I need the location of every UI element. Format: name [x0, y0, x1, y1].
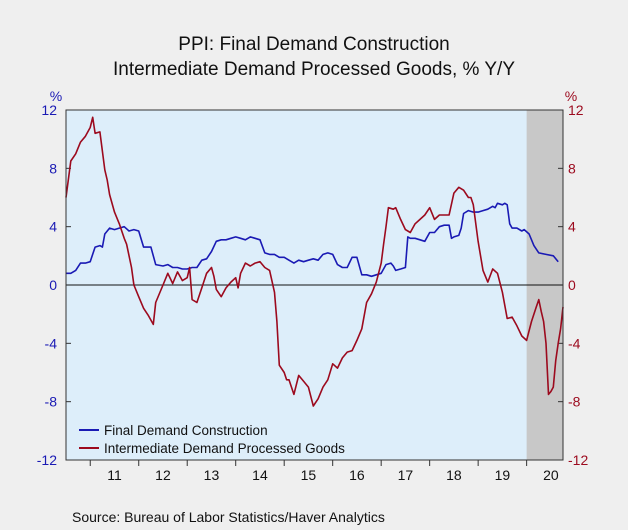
- right-tick-label: -8: [568, 394, 581, 410]
- x-tick-label: 15: [301, 467, 317, 483]
- right-tick-label: -4: [568, 335, 581, 351]
- plot-frame: [65, 109, 564, 461]
- x-tick-label: 16: [349, 467, 365, 483]
- x-tick-label: 19: [495, 467, 511, 483]
- right-tick-label: -12: [568, 452, 588, 468]
- x-tick-label: 18: [446, 467, 462, 483]
- x-tick-label: 17: [398, 467, 414, 483]
- left-tick-label: 4: [49, 219, 57, 235]
- right-tick-label: 12: [568, 102, 584, 118]
- left-tick-label: 0: [49, 277, 57, 293]
- right-tick-label: 0: [568, 277, 576, 293]
- chart-title-line-1: PPI: Final Demand Construction: [178, 34, 449, 55]
- left-tick-label: -12: [37, 452, 57, 468]
- x-tick-label: 14: [252, 467, 268, 483]
- left-tick-label: -4: [45, 335, 58, 351]
- x-tick-label: 13: [204, 467, 220, 483]
- left-tick-label: 8: [49, 160, 57, 176]
- x-tick-label: 11: [107, 467, 122, 483]
- x-tick-label: 20: [543, 467, 559, 483]
- legend-label-intermediate-demand-processed-goods: Intermediate Demand Processed Goods: [104, 441, 345, 456]
- chart-title-line-2: Intermediate Demand Processed Goods, % Y…: [113, 59, 515, 80]
- left-tick-label: -8: [45, 394, 58, 410]
- legend: Final Demand Construction Intermediate D…: [79, 423, 345, 456]
- source-note: Source: Bureau of Labor Statistics/Haver…: [72, 509, 385, 525]
- left-tick-label: 12: [41, 102, 57, 118]
- series-line-final-demand-construction: [66, 202, 559, 278]
- legend-label-final-demand-construction: Final Demand Construction: [104, 423, 268, 438]
- left-axis-unit: %: [50, 88, 62, 104]
- x-axis: 11 12 13 14 15 16 17 18 19 20: [89, 460, 559, 483]
- right-tick-label: 4: [568, 219, 576, 235]
- right-tick-label: 8: [568, 160, 576, 176]
- series-line-intermediate-demand-processed-goods: [65, 116, 564, 407]
- right-axis: 12 8 4 0 -4 -8 -12: [558, 102, 588, 468]
- x-tick-label: 12: [155, 467, 171, 483]
- right-axis-unit: %: [565, 88, 577, 104]
